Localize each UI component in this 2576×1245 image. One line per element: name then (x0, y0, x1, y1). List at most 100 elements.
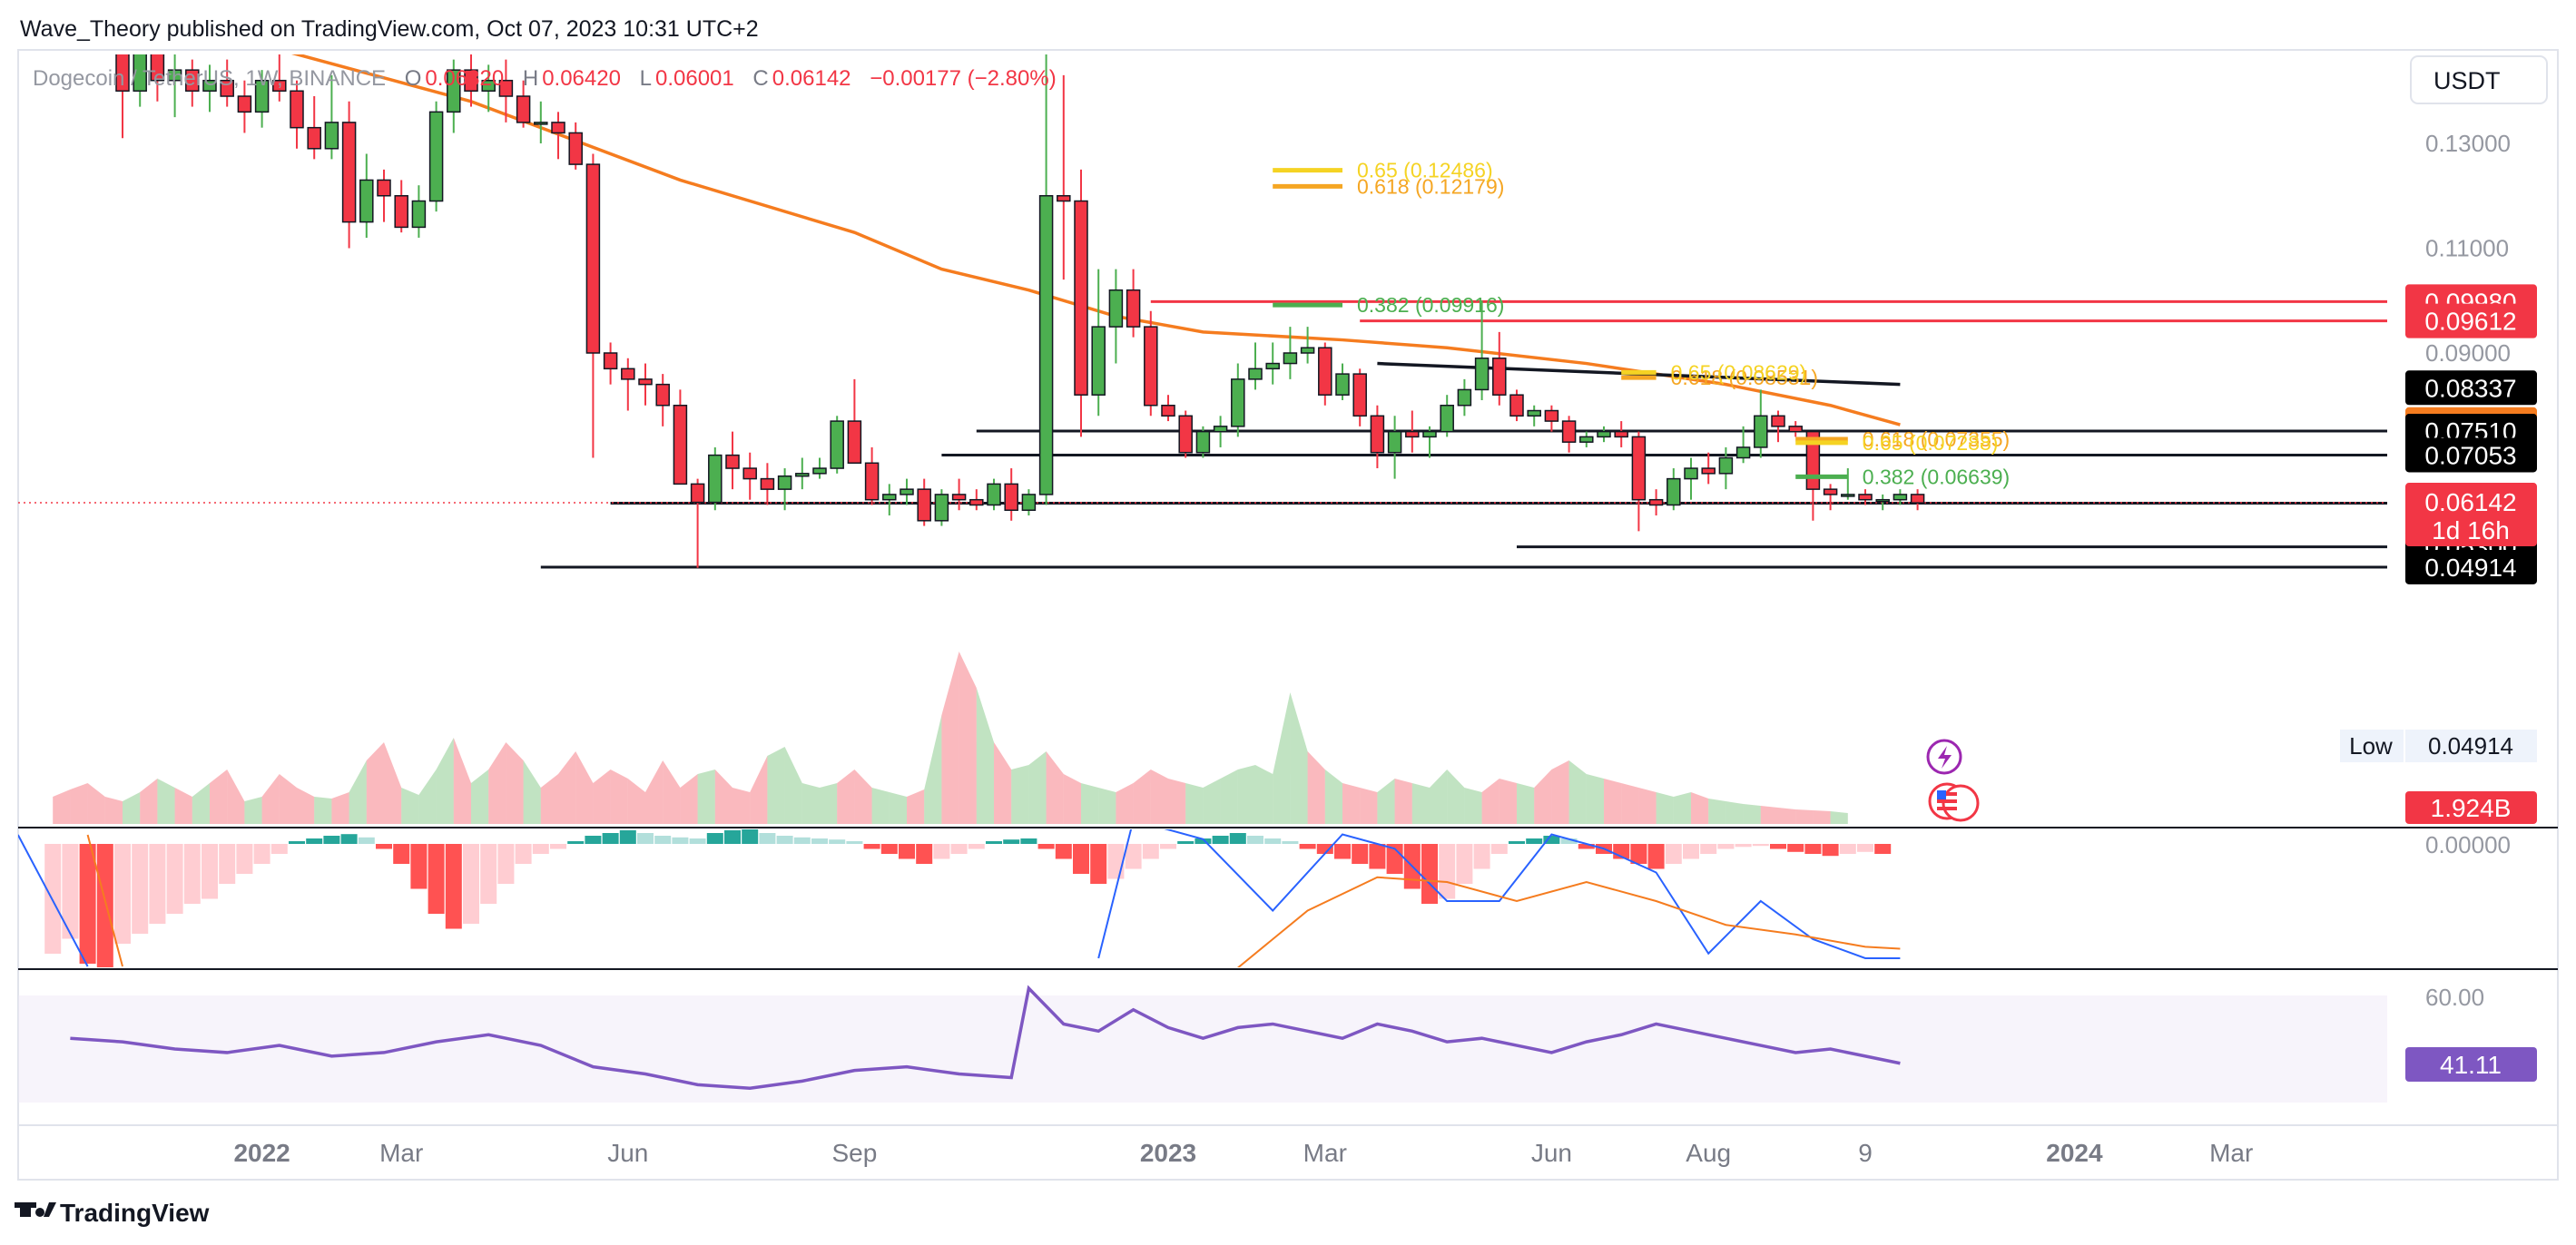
candle-body-29 (621, 368, 635, 380)
candle-body-19 (447, 69, 461, 113)
volume-area-17 (331, 792, 349, 824)
volume-area-10 (210, 770, 228, 824)
candle-body-10 (290, 90, 304, 129)
macd-bar-45 (829, 839, 846, 844)
macd-bar-31 (585, 836, 602, 844)
us-flag-icon[interactable] (1928, 782, 1980, 822)
candle-body-59 (1144, 326, 1158, 407)
candle-body-70 (1335, 373, 1350, 396)
macd-bar-29 (550, 844, 566, 849)
volume-area-43 (784, 747, 802, 824)
volume-area-24 (453, 738, 471, 824)
candle-body-71 (1352, 373, 1367, 417)
candle-45 (900, 478, 914, 505)
candle-85 (1597, 426, 1611, 443)
volume-area-26 (488, 742, 506, 824)
current-price-countdown: 1d 16h (2432, 516, 2510, 544)
volume-area-21 (401, 788, 419, 824)
time-tick-2: Jun (607, 1139, 648, 1167)
macd-bar-37 (689, 838, 706, 844)
macd-bar-25 (480, 844, 497, 904)
volume-area-63 (1133, 770, 1151, 824)
volume-area-64 (1150, 770, 1168, 824)
candle-body-9 (272, 79, 287, 92)
candle-37 (760, 463, 775, 505)
candle-8 (254, 70, 270, 128)
price-label-1-bg (2405, 303, 2537, 338)
price-label-2: 0.08337 (2424, 374, 2516, 402)
volume-area-80 (1430, 770, 1448, 824)
candle-65 (1248, 342, 1263, 390)
lightning-icon[interactable] (1926, 739, 1962, 775)
candle-body-31 (655, 383, 670, 407)
macd-bar-7 (166, 844, 183, 914)
candle-body-24 (534, 122, 548, 125)
candle-body-66 (1265, 362, 1280, 370)
volume-area-101 (1795, 809, 1814, 824)
macd-bar-61 (1107, 844, 1125, 879)
macd-signal-left (86, 834, 123, 967)
macd-bar-41 (759, 833, 776, 844)
candle-body-4 (185, 69, 200, 93)
volume-area-9 (192, 783, 210, 824)
volume-area-68 (1220, 770, 1238, 824)
candle-body-63 (1213, 426, 1228, 433)
candle-body-61 (1178, 415, 1193, 454)
macd-bar-81 (1456, 844, 1473, 884)
candle-body-94 (1754, 415, 1768, 448)
macd-bar-21 (410, 844, 428, 889)
candle-body-27 (585, 163, 601, 354)
candle-body-78 (1474, 358, 1490, 391)
macd-bar-92 (1647, 844, 1665, 869)
volume-area-88 (1568, 760, 1587, 824)
candle-74 (1405, 410, 1420, 453)
macd-bar-14 (289, 841, 305, 844)
current-price-value: 0.06142 (2424, 488, 2516, 516)
price-scale[interactable]: 0.130000.110000.090000.099800.096120.083… (2340, 130, 2537, 1082)
volume-area-51 (924, 715, 942, 824)
macd-bar-94 (1683, 844, 1699, 859)
volume-area-87 (1551, 760, 1569, 824)
candle-body-93 (1735, 446, 1751, 459)
candle-body-79 (1492, 358, 1507, 396)
candle-63 (1213, 416, 1228, 447)
volume-area-74 (1324, 770, 1342, 824)
macd-bar-62 (1125, 844, 1142, 869)
fib-label-6: 0.618 (0.07355) (1863, 427, 2010, 451)
volume-area-49 (889, 792, 907, 824)
candle-41 (830, 416, 844, 474)
volume-area-6 (140, 779, 158, 824)
candle-body-85 (1597, 430, 1611, 438)
candle-body-64 (1231, 378, 1245, 427)
volume-area-92 (1638, 788, 1657, 824)
candle-55 (1074, 169, 1088, 437)
price-clipped (18, 54, 2387, 569)
candle-61 (1178, 410, 1193, 458)
macd-bar-67 (1212, 836, 1229, 844)
candle-82 (1544, 405, 1559, 432)
candle-13 (341, 101, 357, 249)
volume-area-37 (680, 774, 698, 824)
candle-body-99 (1841, 494, 1855, 497)
currency-button[interactable]: USDT (2410, 55, 2548, 104)
macd-pane (18, 829, 1901, 967)
time-axis[interactable]: 2022 Mar Jun Sep 2023 Mar Jun Aug 9 2024 Mar (18, 1124, 2558, 1167)
candle-90 (1684, 457, 1698, 500)
macd-bar-100 (1787, 844, 1804, 852)
macd-bar-35 (654, 836, 672, 844)
volume-area-12 (244, 797, 262, 824)
volume-area-56 (1011, 765, 1029, 824)
fib-label-7: 0.65 (0.07288) (1863, 431, 1999, 455)
candle-body-96 (1788, 426, 1803, 433)
candle-69 (1318, 342, 1332, 406)
candle-34 (708, 446, 723, 511)
volume-area-32 (593, 770, 611, 824)
price-tick-1: 0.11000 (2425, 235, 2509, 262)
candle-26 (568, 122, 583, 170)
candle-body-74 (1405, 430, 1420, 438)
candle-19 (447, 59, 461, 133)
candle-body-81 (1527, 409, 1541, 417)
macd-bar-93 (1665, 844, 1682, 864)
price-pane[interactable]: 0.382 (0.09916) 0.618 (0.12179)0.65 (0.12… (18, 0, 2387, 569)
